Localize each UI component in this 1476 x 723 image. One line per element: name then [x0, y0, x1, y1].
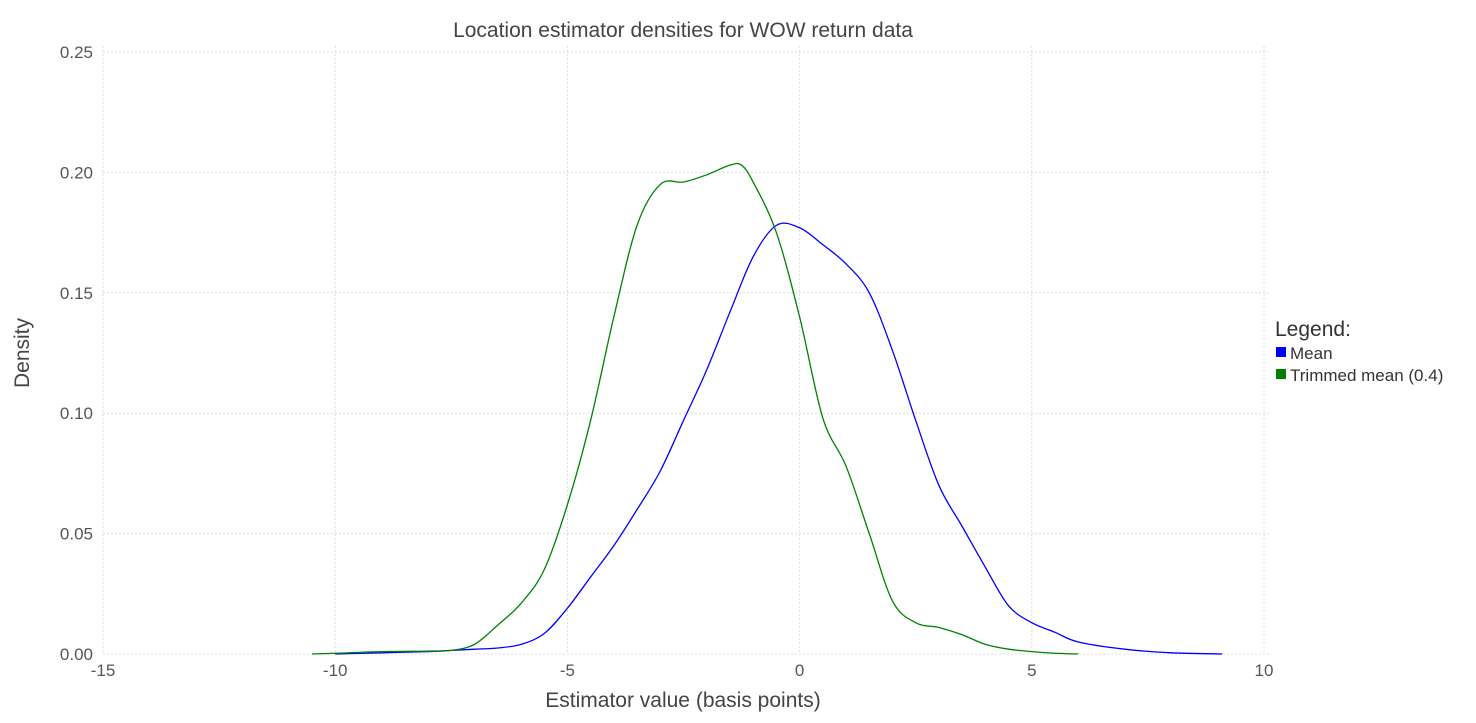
x-axis-title: Estimator value (basis points): [545, 689, 820, 712]
x-tick-label: -5: [560, 661, 575, 680]
legend-label-mean: Mean: [1290, 344, 1333, 363]
x-tick-label: -15: [91, 661, 116, 680]
y-tick-label: 0.05: [60, 525, 93, 544]
series-lines: [311, 162, 1223, 655]
x-axis-ticks: -15 -10 -5 0 5 10: [91, 661, 1274, 680]
x-tick-label: 0: [795, 661, 804, 680]
legend-label-trimmed-mean: Trimmed mean (0.4): [1290, 366, 1443, 385]
x-tick-label: 5: [1027, 661, 1036, 680]
y-tick-label: 0.15: [60, 284, 93, 303]
y-tick-label: 0.00: [60, 645, 93, 664]
chart-title: Location estimator densities for WOW ret…: [453, 19, 913, 42]
y-tick-label: 0.25: [60, 43, 93, 62]
legend: Legend: Mean Trimmed mean (0.4): [1275, 318, 1443, 385]
series-line-trimmed-mean: [311, 162, 1079, 655]
x-tick-label: -10: [323, 661, 348, 680]
legend-title: Legend:: [1275, 318, 1351, 341]
grid: [102, 46, 1270, 655]
legend-swatch-trimmed-mean: [1276, 369, 1286, 379]
y-axis-title: Density: [11, 317, 34, 388]
y-tick-label: 0.20: [60, 163, 93, 182]
legend-swatch-mean: [1276, 347, 1286, 357]
y-tick-label: 0.10: [60, 404, 93, 423]
y-axis-ticks: 0.00 0.05 0.10 0.15 0.20 0.25: [60, 43, 93, 664]
series-line-mean: [335, 222, 1223, 655]
x-tick-label: 10: [1255, 661, 1274, 680]
